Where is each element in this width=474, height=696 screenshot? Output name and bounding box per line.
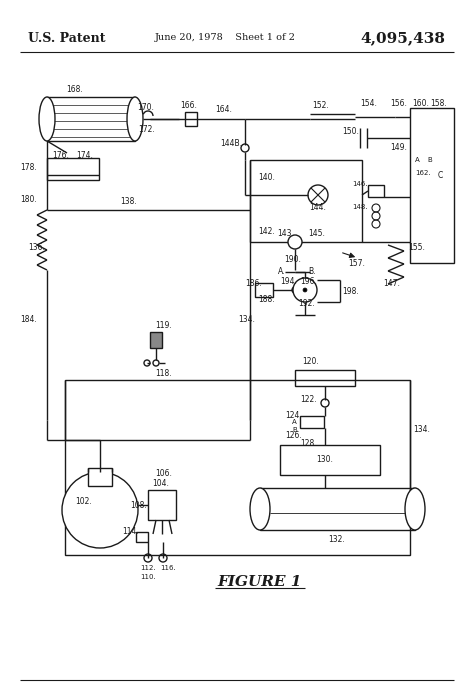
Bar [250, 160, 362, 242]
Text: 186.: 186. [245, 280, 262, 289]
Text: 134.: 134. [413, 425, 430, 434]
Text: 114.: 114. [122, 528, 139, 537]
Circle shape [62, 472, 138, 548]
Text: 172.: 172. [138, 125, 155, 134]
Ellipse shape [39, 97, 55, 141]
Text: 144B.: 144B. [220, 139, 242, 148]
Text: 192.: 192. [298, 299, 315, 308]
Text: 190.: 190. [284, 255, 301, 264]
Bar [148, 490, 176, 520]
Text: 144.: 144. [310, 203, 327, 212]
Bar [368, 185, 384, 197]
Text: 158.: 158. [430, 100, 447, 109]
Text: 152.: 152. [312, 102, 329, 111]
Text: 194.: 194. [280, 276, 297, 285]
Text: 140.: 140. [258, 173, 275, 182]
Text: 132.: 132. [328, 535, 346, 544]
Text: 147.: 147. [383, 278, 400, 287]
Text: 164.: 164. [215, 104, 232, 113]
Bar [65, 380, 410, 555]
Bar [47, 97, 135, 141]
Text: A: A [415, 157, 420, 163]
Text: A.: A. [278, 267, 285, 276]
Text: 188.: 188. [258, 294, 274, 303]
Text: 160.: 160. [412, 100, 429, 109]
Text: 162.: 162. [415, 170, 430, 176]
Text: B.: B. [308, 267, 316, 276]
Text: 110.: 110. [140, 574, 156, 580]
Text: 124.: 124. [285, 411, 302, 420]
Text: FIGURE 1: FIGURE 1 [218, 575, 302, 589]
Text: 180.: 180. [20, 196, 37, 205]
Bar [136, 532, 148, 542]
Bar [295, 370, 355, 386]
Text: 166.: 166. [180, 100, 197, 109]
Text: 154.: 154. [360, 100, 377, 109]
Text: 157.: 157. [348, 258, 365, 267]
Text: A: A [292, 419, 297, 425]
Bar [280, 445, 380, 475]
Text: 122.: 122. [300, 395, 317, 404]
Text: U.S. Patent: U.S. Patent [28, 31, 106, 45]
Ellipse shape [250, 488, 270, 530]
Bar [150, 332, 162, 348]
Bar [88, 468, 112, 486]
Text: 143.: 143. [277, 230, 294, 239]
Text: B: B [427, 157, 432, 163]
Text: 130.: 130. [317, 455, 333, 464]
Text: B: B [292, 427, 297, 433]
Text: 184.: 184. [20, 315, 37, 324]
Text: 128.: 128. [300, 438, 317, 448]
Circle shape [308, 185, 328, 205]
Text: 146.: 146. [352, 181, 368, 187]
Text: 176.: 176. [52, 150, 69, 159]
Bar [47, 158, 99, 180]
Bar [410, 108, 454, 263]
Text: 148.: 148. [352, 204, 368, 210]
Text: 108.: 108. [130, 500, 147, 509]
Circle shape [303, 288, 307, 292]
Ellipse shape [127, 97, 143, 141]
Text: 155.: 155. [408, 244, 425, 253]
Circle shape [288, 235, 302, 249]
Text: C: C [438, 171, 443, 180]
Bar [260, 488, 415, 530]
Text: 119.: 119. [155, 320, 172, 329]
Text: 145.: 145. [308, 230, 325, 239]
Text: 118.: 118. [155, 368, 172, 377]
Text: 136.: 136. [28, 244, 45, 253]
Text: 149.: 149. [390, 143, 407, 152]
Text: June 20, 1978    Sheet 1 of 2: June 20, 1978 Sheet 1 of 2 [155, 33, 296, 42]
Bar [185, 112, 197, 126]
Text: 126.: 126. [285, 431, 302, 439]
Text: 156.: 156. [390, 100, 407, 109]
Text: 178.: 178. [20, 164, 37, 173]
Ellipse shape [405, 488, 425, 530]
Bar [255, 283, 273, 297]
Text: 138.: 138. [120, 198, 137, 207]
Text: 116.: 116. [160, 565, 176, 571]
Circle shape [293, 278, 317, 302]
Text: 104.: 104. [152, 480, 169, 489]
Text: 102.: 102. [75, 498, 92, 507]
Text: 150.: 150. [342, 127, 359, 136]
Text: 120.: 120. [302, 358, 319, 367]
Text: 134.: 134. [238, 315, 255, 324]
Circle shape [292, 287, 298, 293]
Bar [300, 416, 324, 428]
Text: 196.: 196. [300, 276, 317, 285]
Text: 142.: 142. [258, 228, 275, 237]
Text: 170.: 170. [137, 104, 154, 113]
Text: 106.: 106. [155, 468, 172, 477]
Text: 174.: 174. [76, 150, 93, 159]
Text: 198.: 198. [342, 287, 359, 296]
Text: 168.: 168. [67, 84, 83, 93]
Text: 4,095,438: 4,095,438 [360, 31, 445, 45]
Text: 112.: 112. [140, 565, 155, 571]
